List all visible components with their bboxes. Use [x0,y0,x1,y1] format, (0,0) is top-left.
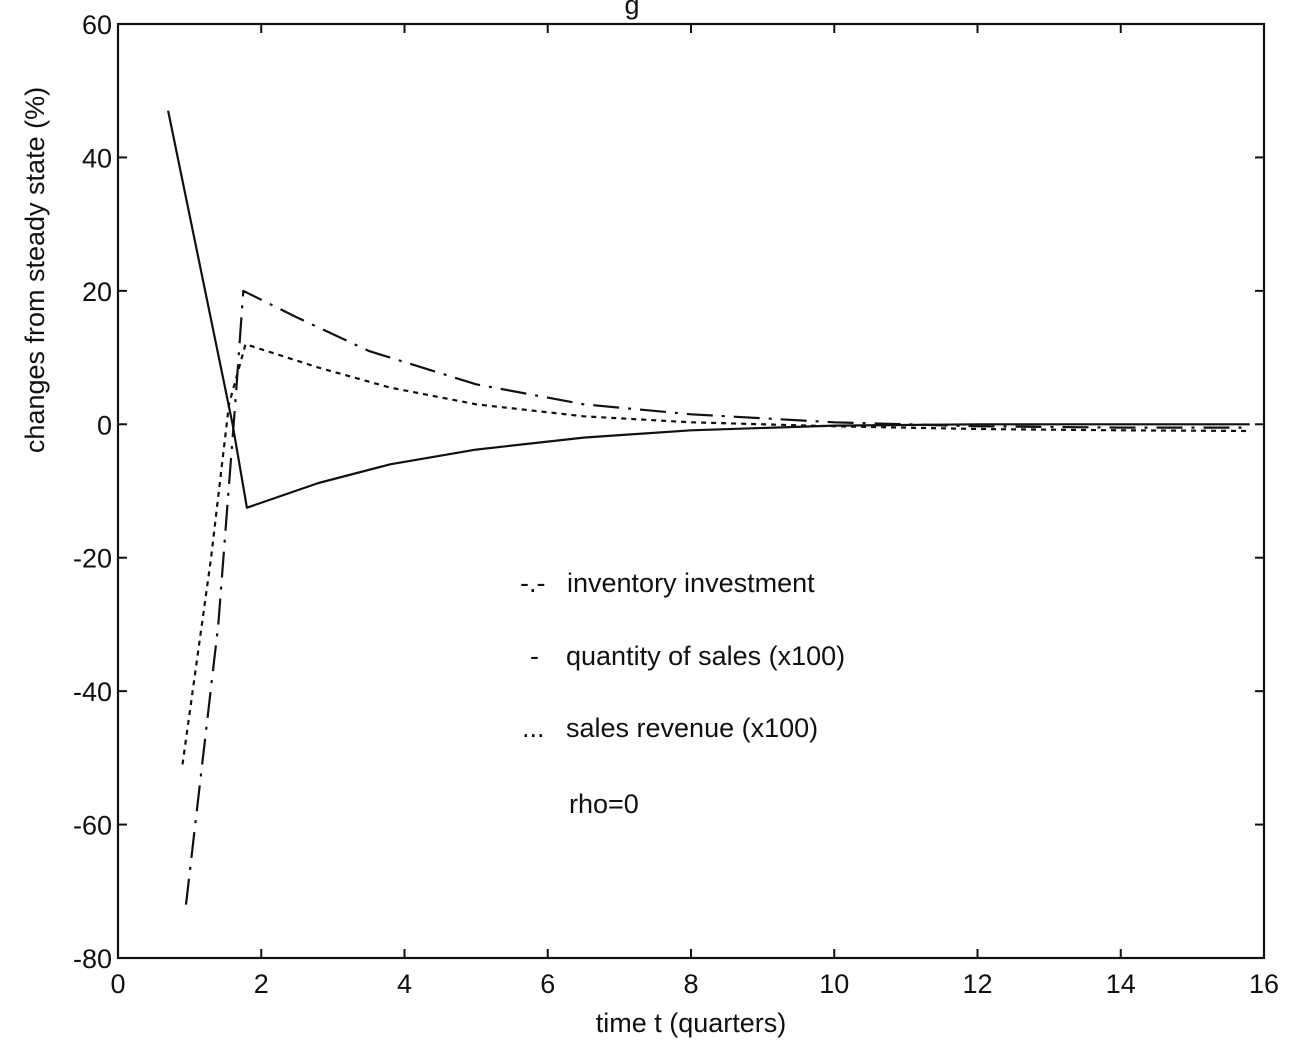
y-tick-label: -60 [73,811,112,841]
x-tick-label: 12 [962,969,992,999]
x-tick-label: 16 [1249,969,1279,999]
x-axis-label: time t (quarters) [596,1008,787,1038]
x-tick-label: 0 [110,969,125,999]
chart-title-fragment: g [624,0,639,20]
y-tick-label: -20 [73,544,112,574]
series-line-quantity-of-sales [167,110,1250,509]
x-tick-label: 14 [1106,969,1136,999]
legend-marker-revenue: ... [522,713,545,743]
plot-frame [116,22,1266,960]
series-line-inventory-investment [184,289,1250,905]
y-tick-label: -40 [73,677,112,707]
series-lines [167,110,1250,905]
y-tick-label: 0 [97,410,112,440]
legend-marker-quantity: - [530,641,539,671]
x-tick-label: 10 [819,969,849,999]
legend: -.- inventory investment - quantity of s… [520,568,845,819]
axis-ticks: 0 2 4 6 8 10 12 14 16 60 40 20 0 -20 -40 -60 -80 [73,10,1279,999]
series-line-sales-revenue [181,343,1250,765]
x-tick-label: 6 [540,969,555,999]
x-tick-label: 4 [397,969,412,999]
legend-label-inventory: inventory investment [567,568,815,598]
x-tick-label: 8 [683,969,698,999]
y-axis-label: changes from steady state (%) [20,87,50,453]
y-tick-label: -80 [73,944,112,974]
y-tick-label: 20 [82,277,112,307]
y-tick-label: 60 [82,10,112,40]
y-tick-label: 40 [82,143,112,173]
legend-label-revenue: sales revenue (x100) [566,713,818,743]
legend-marker-inventory: -.- [520,568,545,598]
x-tick-label: 2 [254,969,269,999]
rho-annotation: rho=0 [569,789,639,819]
legend-label-quantity: quantity of sales (x100) [566,641,845,671]
